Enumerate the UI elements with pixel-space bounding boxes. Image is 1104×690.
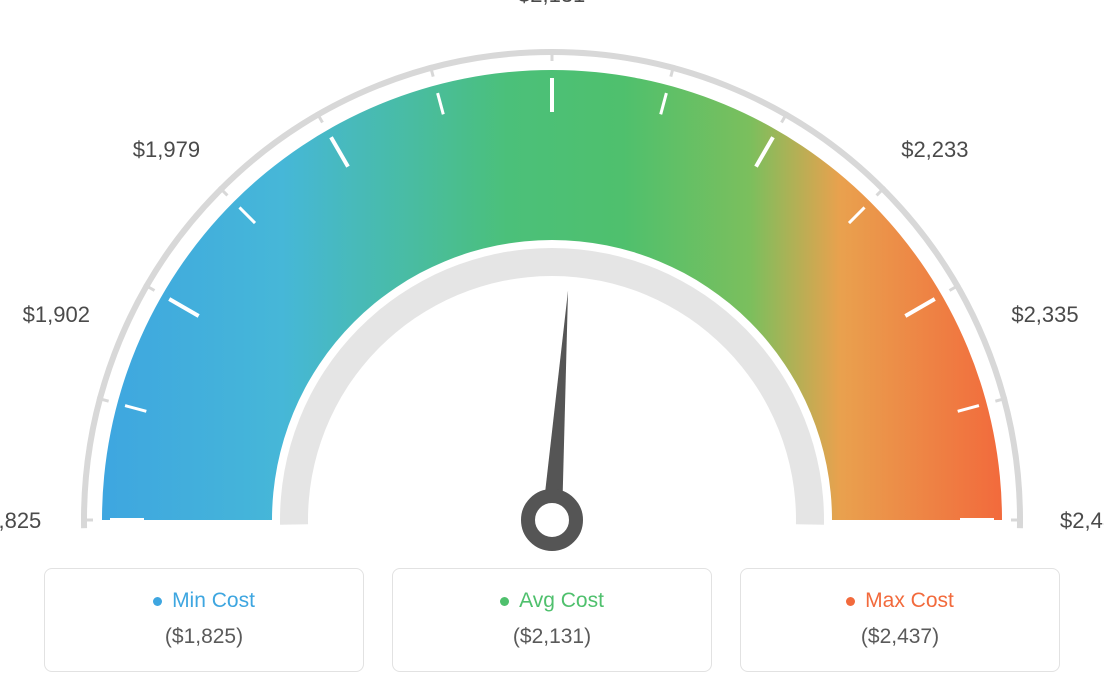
scale-label: $1,902	[23, 302, 90, 328]
gauge-svg	[32, 40, 1072, 570]
min-cost-value: ($1,825)	[165, 625, 243, 649]
scale-label: $1,825	[0, 508, 41, 534]
scale-label: $2,335	[1011, 302, 1078, 328]
max-cost-label: Max Cost	[865, 589, 954, 613]
min-cost-title: Min Cost	[153, 589, 255, 613]
dot-icon	[846, 597, 855, 606]
dot-icon	[153, 597, 162, 606]
scale-label: $2,131	[518, 0, 585, 8]
max-cost-value: ($2,437)	[861, 625, 939, 649]
scale-label: $2,233	[901, 137, 968, 163]
legend-row: Min Cost ($1,825) Avg Cost ($2,131) Max …	[44, 568, 1060, 672]
scale-label: $2,437	[1060, 508, 1104, 534]
avg-cost-value: ($2,131)	[513, 625, 591, 649]
dot-icon	[500, 597, 509, 606]
avg-cost-title: Avg Cost	[500, 589, 604, 613]
min-cost-card: Min Cost ($1,825)	[44, 568, 364, 672]
avg-cost-label: Avg Cost	[519, 589, 604, 613]
scale-label: $1,979	[133, 137, 200, 163]
max-cost-title: Max Cost	[846, 589, 954, 613]
avg-cost-card: Avg Cost ($2,131)	[392, 568, 712, 672]
min-cost-label: Min Cost	[172, 589, 255, 613]
max-cost-card: Max Cost ($2,437)	[740, 568, 1060, 672]
gauge-chart: $1,825 $1,902 $1,979 $2,131 $2,233 $2,335 $2,4…	[0, 0, 1104, 540]
